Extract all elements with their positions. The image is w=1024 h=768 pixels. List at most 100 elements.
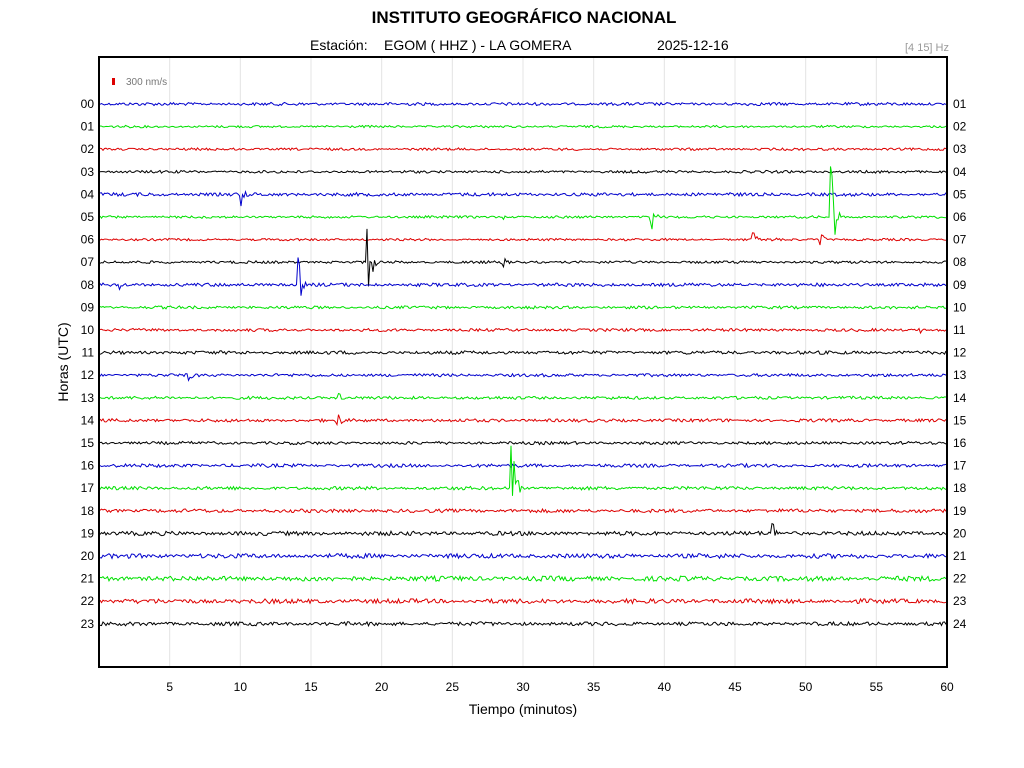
hour-label-left: 00 (81, 97, 95, 111)
x-tick-label: 20 (375, 680, 389, 694)
trace-hour-19 (99, 522, 947, 537)
trace-hour-07 (99, 228, 947, 287)
hour-label-left: 08 (81, 278, 95, 292)
hour-label-left: 19 (81, 526, 95, 540)
trace-hour-05 (99, 166, 947, 235)
plot-frame (98, 56, 948, 668)
trace-hour-20 (99, 552, 947, 560)
trace-hour-23 (99, 620, 947, 628)
hour-label-left: 22 (81, 594, 95, 608)
hour-label-left: 16 (81, 459, 95, 473)
hour-label-right: 03 (953, 142, 967, 156)
grid-lines (169, 58, 877, 666)
hour-label-left: 21 (81, 572, 95, 586)
hour-label-left: 02 (81, 142, 95, 156)
x-axis-label: Tiempo (minutos) (469, 701, 577, 717)
hour-label-left: 03 (81, 165, 95, 179)
x-tick-label: 50 (799, 680, 813, 694)
hour-label-left: 05 (81, 210, 95, 224)
right-hour-labels: 01 02 03 04 05 06 07 08 09 10 11 12 13 14 15 16 17 18 19 20… (953, 97, 967, 631)
trace-hour-11 (99, 350, 947, 356)
trace-hour-02 (99, 147, 947, 152)
hour-label-right: 13 (953, 368, 967, 382)
hour-label-right: 19 (953, 504, 967, 518)
trace-hour-08 (99, 257, 947, 296)
x-tick-label: 15 (304, 680, 318, 694)
trace-hour-06 (99, 232, 947, 246)
trace-hour-22 (99, 597, 947, 605)
trace-hour-16 (99, 462, 947, 469)
hour-label-left: 14 (81, 413, 95, 427)
hour-label-left: 23 (81, 617, 95, 631)
filter-band: [4 15] Hz (904, 42, 949, 54)
hour-label-left: 09 (81, 300, 95, 314)
hour-label-right: 11 (953, 323, 966, 337)
y-axis-label: Horas (UTC) (55, 322, 71, 401)
hour-label-left: 17 (81, 481, 95, 495)
hour-label-right: 06 (953, 210, 967, 224)
trace-hour-09 (99, 305, 946, 310)
x-tick-label: 10 (234, 680, 248, 694)
hour-label-right: 08 (953, 255, 967, 269)
hour-label-left: 20 (81, 549, 95, 563)
hour-label-right: 14 (953, 391, 967, 405)
hour-label-right: 21 (953, 549, 967, 563)
chart-title: INSTITUTO GEOGRÁFICO NACIONAL (371, 8, 677, 27)
hour-label-right: 01 (953, 97, 967, 111)
trace-hour-21 (99, 574, 947, 583)
x-tick-label: 60 (940, 680, 954, 694)
hour-label-left: 04 (81, 187, 95, 201)
hour-label-left: 18 (81, 504, 95, 518)
hour-label-right: 07 (953, 233, 967, 247)
hour-label-left: 10 (81, 323, 95, 337)
hour-label-left: 01 (81, 120, 95, 134)
hour-label-right: 05 (953, 187, 967, 201)
hour-label-left: 06 (81, 233, 95, 247)
trace-hour-12 (99, 372, 947, 382)
hour-label-left: 11 (82, 346, 95, 360)
trace-hour-17 (99, 445, 947, 496)
trace-hour-15 (99, 440, 947, 446)
hour-label-left: 13 (81, 391, 95, 405)
trace-hour-00 (99, 101, 947, 107)
x-tick-label: 25 (446, 680, 460, 694)
hour-label-right: 16 (953, 436, 967, 450)
x-tick-label: 5 (166, 680, 173, 694)
hour-label-right: 17 (953, 459, 967, 473)
scale-bar (112, 78, 115, 85)
chart-date: 2025-12-16 (657, 37, 729, 53)
x-tick-label: 45 (728, 680, 742, 694)
trace-hour-14 (99, 414, 947, 427)
station-label: Estación: (310, 37, 368, 53)
hour-label-right: 10 (953, 300, 967, 314)
trace-hour-10 (99, 327, 947, 335)
hour-label-right: 15 (953, 413, 967, 427)
trace-group (99, 101, 947, 628)
x-tick-label: 30 (516, 680, 530, 694)
hour-label-left: 15 (81, 436, 95, 450)
trace-hour-13 (99, 392, 947, 401)
hour-label-right: 22 (953, 572, 967, 586)
x-tick-label: 40 (658, 680, 672, 694)
hour-label-right: 09 (953, 278, 967, 292)
hour-label-right: 12 (953, 346, 967, 360)
hour-label-left: 12 (81, 368, 95, 382)
trace-hour-01 (99, 124, 947, 129)
trace-hour-18 (99, 507, 947, 514)
scale-label: 300 nm/s (126, 77, 167, 88)
trace-hour-04 (99, 189, 947, 207)
hour-label-right: 18 (953, 481, 967, 495)
left-hour-labels: 00 01 02 03 04 05 06 07 08 09 10 11 12 13 14 15 16 17 18 19… (81, 97, 95, 631)
hour-label-right: 02 (953, 120, 967, 134)
hour-label-right: 04 (953, 165, 967, 179)
hour-label-right: 24 (953, 617, 967, 631)
hour-label-right: 23 (953, 594, 967, 608)
hour-label-right: 20 (953, 526, 967, 540)
hour-label-left: 07 (81, 255, 95, 269)
x-tick-label: 55 (870, 680, 884, 694)
trace-hour-03 (99, 169, 947, 174)
x-tick-labels: 5 10 15 20 25 30 35 40 45 50 55 60 (166, 680, 954, 694)
station-name: EGOM ( HHZ ) - LA GOMERA (384, 37, 572, 53)
x-tick-label: 35 (587, 680, 601, 694)
